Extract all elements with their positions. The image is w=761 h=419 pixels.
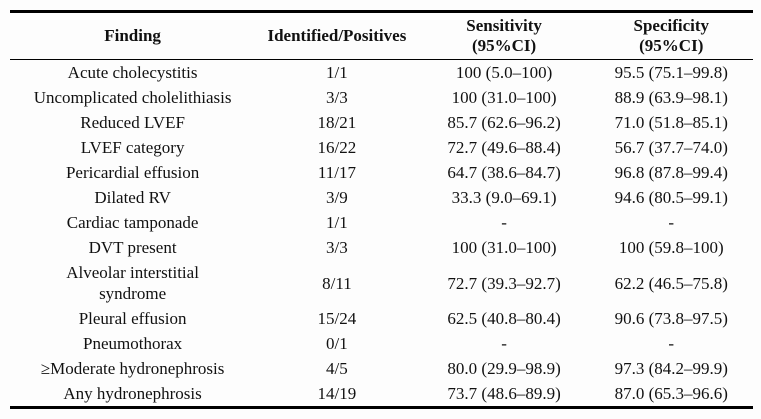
table-row: Dilated RV 3/9 33.3 (9.0–69.1) 94.6 (80.… <box>10 185 753 210</box>
sensitivity-cell: - <box>501 213 507 232</box>
table-row: Alveolar interstitial syndrome 8/11 72.7… <box>10 260 753 306</box>
identified-positives-cell: 11/17 <box>317 163 356 182</box>
table-row: ≥Moderate hydronephrosis 4/5 80.0 (29.9–… <box>10 356 753 381</box>
sensitivity-cell: 80.0 (29.9–98.9) <box>447 359 561 378</box>
column-header-sensitivity: Sensitivity (95%CI) <box>419 12 590 60</box>
specificity-cell: 97.3 (84.2–99.9) <box>614 359 728 378</box>
finding-cell: ≥Moderate hydronephrosis <box>40 359 225 378</box>
specificity-cell: 96.8 (87.8–99.4) <box>614 163 728 182</box>
table-header: Finding Identified/Positives Sensitivity… <box>10 12 753 60</box>
column-header-sublabel: (95%CI) <box>639 36 704 55</box>
specificity-cell: 71.0 (51.8–85.1) <box>614 113 728 132</box>
identified-positives-cell: 3/3 <box>326 88 348 107</box>
identified-positives-cell: 15/24 <box>317 309 357 328</box>
specificity-cell: 62.2 (46.5–75.8) <box>614 273 728 293</box>
column-header-sublabel: (95%CI) <box>471 36 537 55</box>
column-header-label: Specificity <box>633 16 710 35</box>
identified-positives-cell: 4/5 <box>326 359 348 378</box>
identified-positives-cell: 3/9 <box>326 188 348 207</box>
table-body: Acute cholecystitis 1/1 100 (5.0–100) 95… <box>10 60 753 408</box>
column-header-identified-positives: Identified/Positives <box>255 12 418 60</box>
column-header-label: Finding <box>104 26 161 45</box>
identified-positives-cell: 1/1 <box>326 63 348 82</box>
finding-cell: DVT present <box>88 238 177 257</box>
table-row: Pericardial effusion 11/17 64.7 (38.6–84… <box>10 160 753 185</box>
column-header-label: Sensitivity <box>466 16 542 35</box>
finding-cell: Uncomplicated cholelithiasis <box>33 88 232 107</box>
specificity-cell: - <box>668 334 675 353</box>
sensitivity-cell: 62.5 (40.8–80.4) <box>447 309 561 328</box>
table-row: DVT present 3/3 100 (31.0–100) 100 (59.8… <box>10 235 753 260</box>
finding-cell: Acute cholecystitis <box>67 63 198 82</box>
identified-positives-cell: 18/21 <box>317 113 357 132</box>
sensitivity-cell: 33.3 (9.0–69.1) <box>451 188 557 207</box>
finding-cell: Reduced LVEF <box>80 113 185 132</box>
results-table: Finding Identified/Positives Sensitivity… <box>10 10 753 409</box>
identified-positives-cell: 14/19 <box>317 384 357 403</box>
specificity-cell: 56.7 (37.7–74.0) <box>614 138 728 157</box>
specificity-cell: 88.9 (63.9–98.1) <box>614 88 728 107</box>
finding-cell: Alveolar interstitial syndrome <box>66 263 199 303</box>
identified-positives-cell: 1/1 <box>326 213 348 232</box>
identified-positives-cell: 8/11 <box>322 273 352 293</box>
finding-cell: Pleural effusion <box>78 309 187 328</box>
sensitivity-cell: 64.7 (38.6–84.7) <box>447 163 561 182</box>
table-row: Any hydronephrosis 14/19 73.7 (48.6–89.9… <box>10 381 753 408</box>
sensitivity-cell: 100 (31.0–100) <box>451 88 557 107</box>
column-header-label: Identified/Positives <box>267 26 407 45</box>
sensitivity-cell: 72.7 (49.6–88.4) <box>447 138 561 157</box>
specificity-cell: 90.6 (73.8–97.5) <box>614 309 728 328</box>
identified-positives-cell: 16/22 <box>317 138 357 157</box>
identified-positives-cell: 3/3 <box>326 238 348 257</box>
sensitivity-cell: 100 (5.0–100) <box>455 63 553 82</box>
finding-cell: Pneumothorax <box>83 334 183 353</box>
specificity-cell: - <box>668 213 675 232</box>
finding-cell: LVEF category <box>80 138 185 157</box>
identified-positives-cell: 0/1 <box>326 334 348 353</box>
table-row: Acute cholecystitis 1/1 100 (5.0–100) 95… <box>10 60 753 86</box>
table-row: Pleural effusion 15/24 62.5 (40.8–80.4) … <box>10 306 753 331</box>
finding-cell: Pericardial effusion <box>65 163 200 182</box>
specificity-cell: 95.5 (75.1–99.8) <box>614 63 728 82</box>
specificity-cell: 100 (59.8–100) <box>618 238 724 257</box>
sensitivity-cell: 85.7 (62.6–96.2) <box>447 113 561 132</box>
finding-cell: Any hydronephrosis <box>63 384 202 403</box>
sensitivity-cell: 100 (31.0–100) <box>451 238 557 257</box>
specificity-cell: 94.6 (80.5–99.1) <box>614 188 728 207</box>
finding-cell: Dilated RV <box>94 188 171 207</box>
table-row: Reduced LVEF 18/21 85.7 (62.6–96.2) 71.0… <box>10 110 753 135</box>
sensitivity-cell: 72.7 (39.3–92.7) <box>447 273 561 293</box>
finding-cell: Cardiac tamponade <box>66 213 199 232</box>
table-row: Pneumothorax 0/1 - - <box>10 331 753 356</box>
sensitivity-cell: - <box>501 334 507 353</box>
column-header-specificity: Specificity (95%CI) <box>590 12 753 60</box>
table-row: Uncomplicated cholelithiasis 3/3 100 (31… <box>10 85 753 110</box>
table-row: Cardiac tamponade 1/1 - - <box>10 210 753 235</box>
specificity-cell: 87.0 (65.3–96.6) <box>614 384 728 403</box>
table-row: LVEF category 16/22 72.7 (49.6–88.4) 56.… <box>10 135 753 160</box>
column-header-finding: Finding <box>10 12 255 60</box>
sensitivity-cell: 73.7 (48.6–89.9) <box>447 384 561 403</box>
header-row: Finding Identified/Positives Sensitivity… <box>10 12 753 60</box>
